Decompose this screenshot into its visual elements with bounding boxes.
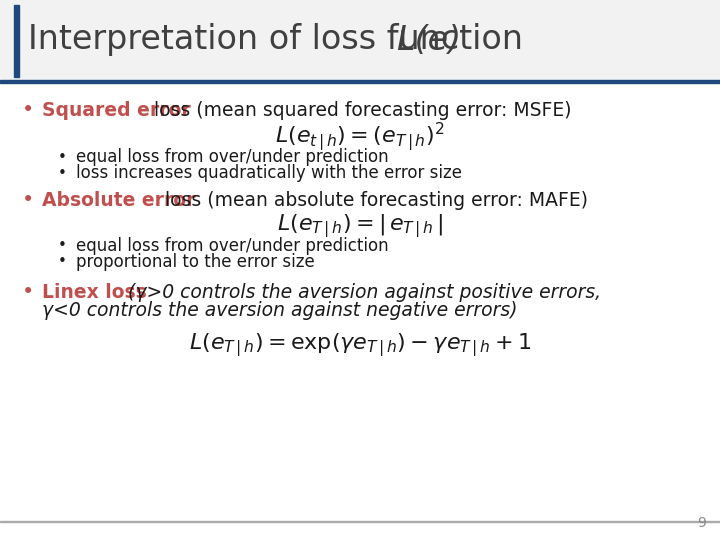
Text: $L(e_{T\,|\,h}) = |\,e_{T\,|\,h}\,|$: $L(e_{T\,|\,h}) = |\,e_{T\,|\,h}\,|$ [276,212,444,240]
Bar [0,521,720,522]
Text: L(e): L(e) [396,24,461,57]
Text: γ<0 controls the aversion against negative errors): γ<0 controls the aversion against negati… [42,300,518,320]
Text: •: • [22,282,34,302]
Text: 9: 9 [697,516,706,530]
Text: Absolute error: Absolute error [42,191,196,210]
Text: (γ>0 controls the aversion against positive errors,: (γ>0 controls the aversion against posit… [122,282,601,301]
Text: Linex loss: Linex loss [42,282,147,301]
Text: •: • [22,100,34,120]
Text: Interpretation of loss function: Interpretation of loss function [28,24,534,57]
Text: $L(e_{t\,|\,h}) = (e_{T\,|\,h})^2$: $L(e_{t\,|\,h}) = (e_{T\,|\,h})^2$ [275,121,445,153]
Text: •: • [58,165,66,180]
Bar [0,0,720,80]
Text: •: • [58,150,66,165]
Text: loss (mean absolute forecasting error: MAFE): loss (mean absolute forecasting error: M… [159,191,588,210]
Text: •: • [58,239,66,253]
Bar [0,80,720,83]
Text: proportional to the error size: proportional to the error size [76,253,315,271]
Text: $L(e_{T\,|\,h}) = \exp(\gamma e_{T\,|\,h}) - \gamma e_{T\,|\,h} + 1$: $L(e_{T\,|\,h}) = \exp(\gamma e_{T\,|\,h… [189,332,531,359]
Text: equal loss from over/under prediction: equal loss from over/under prediction [76,237,389,255]
Text: •: • [58,254,66,269]
Text: loss (mean squared forecasting error: MSFE): loss (mean squared forecasting error: MS… [148,100,572,119]
Text: loss increases quadratically with the error size: loss increases quadratically with the er… [76,164,462,182]
Text: •: • [22,190,34,210]
Text: equal loss from over/under prediction: equal loss from over/under prediction [76,148,389,166]
Bar [14,5,19,77]
Text: Squared error: Squared error [42,100,191,119]
